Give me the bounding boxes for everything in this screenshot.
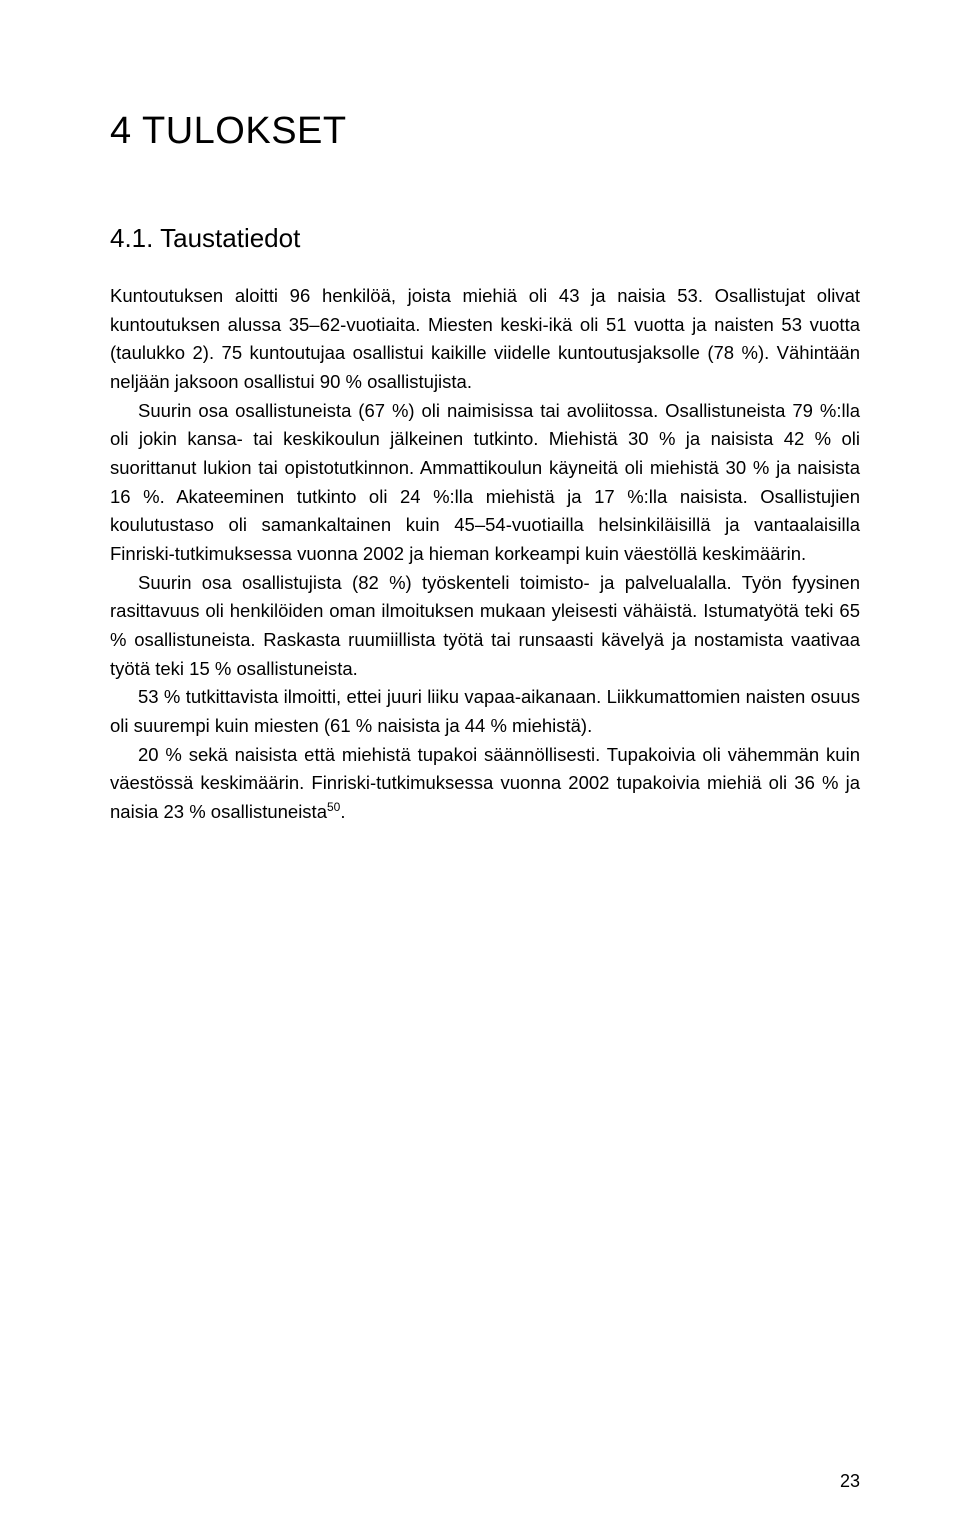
paragraph: 53 % tutkittavista ilmoitti, ettei juuri… (110, 683, 860, 740)
chapter-title: 4 TULOKSET (110, 110, 860, 153)
document-page: 4 TULOKSET 4.1. Taustatiedot Kuntoutukse… (0, 0, 960, 1540)
paragraph: 20 % sekä naisista että miehistä tupakoi… (110, 741, 860, 827)
section-title: 4.1. Taustatiedot (110, 223, 860, 254)
body-text: Kuntoutuksen aloitti 96 henkilöä, joista… (110, 282, 860, 827)
paragraph: Suurin osa osallistuneista (67 %) oli na… (110, 397, 860, 569)
paragraph: Suurin osa osallistujista (82 %) työsken… (110, 569, 860, 684)
paragraph-tail: . (340, 801, 345, 822)
paragraph-text: 20 % sekä naisista että miehistä tupakoi… (110, 744, 860, 822)
page-number: 23 (840, 1471, 860, 1492)
paragraph: Kuntoutuksen aloitti 96 henkilöä, joista… (110, 282, 860, 397)
superscript-ref: 50 (327, 800, 340, 814)
